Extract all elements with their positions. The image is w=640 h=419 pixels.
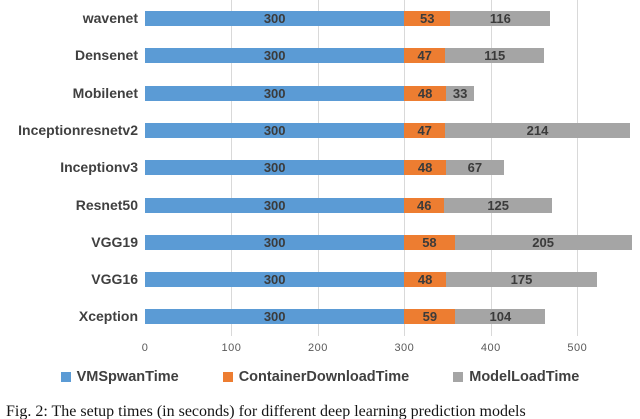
legend-swatch-icon <box>60 372 71 382</box>
category-label: Mobilenet <box>72 84 138 101</box>
figure-caption: Fig. 2: The setup times (in seconds) for… <box>6 403 526 419</box>
legend-item: VMSpwanTime <box>60 369 179 385</box>
category-label: Inceptionv3 <box>60 159 138 176</box>
x-axis-tick-label: 400 <box>480 342 501 354</box>
bar-segment-VMSpwanTime: 300 <box>145 85 405 101</box>
legend-label: ModelLoadTime <box>469 369 580 385</box>
bar-segment-ContainerDownloadTime: 47 <box>404 122 445 138</box>
category-label: Densenet <box>74 47 138 64</box>
bar-segment-VMSpwanTime: 300 <box>145 309 405 325</box>
bar-segment-VMSpwanTime: 300 <box>145 11 405 26</box>
bar-segment-ModelLoadTime: 67 <box>445 160 504 176</box>
bar-segment-VMSpwanTime: 300 <box>145 197 405 213</box>
bar-segment-ContainerDownloadTime: 48 <box>404 272 446 288</box>
category-label: VGG19 <box>91 233 138 250</box>
bar-segment-ModelLoadTime: 205 <box>454 234 632 250</box>
bar-segment-ModelLoadTime: 33 <box>445 85 475 101</box>
bar-segment-ModelLoadTime: 214 <box>445 122 631 138</box>
category-label: Resnet50 <box>75 196 138 213</box>
bar-segment-VMSpwanTime: 300 <box>145 160 405 176</box>
x-axis-tick-label: 500 <box>567 342 588 354</box>
legend-label: ContainerDownloadTime <box>238 369 410 385</box>
legend-item: ContainerDownloadTime <box>222 369 410 385</box>
bar-segment-ModelLoadTime: 104 <box>455 309 546 325</box>
bar-segment-VMSpwanTime: 300 <box>145 234 405 250</box>
category-label: Inceptionresnetv2 <box>18 121 138 138</box>
x-axis-tick-label: 200 <box>307 342 328 354</box>
legend-swatch-icon <box>222 372 233 382</box>
legend: VMSpwanTime ContainerDownloadTime ModelLoa… <box>0 369 640 385</box>
category-label: Xception <box>78 308 138 325</box>
stacked-bar-chart: wavenet 300 53 116 Densenet 300 47 115 Mobilenet… <box>18 0 632 385</box>
x-axis-tick-label: 100 <box>221 342 242 354</box>
bar-segment-ContainerDownloadTime: 46 <box>404 197 445 213</box>
legend-swatch-icon <box>453 372 464 382</box>
bar-segment-ContainerDownloadTime: 53 <box>404 11 451 26</box>
bar-segment-ContainerDownloadTime: 48 <box>404 85 446 101</box>
category-label: VGG16 <box>91 271 138 288</box>
bar-segment-ContainerDownloadTime: 47 <box>404 48 445 64</box>
bar-segment-VMSpwanTime: 300 <box>145 272 405 288</box>
x-axis-tick-label: 300 <box>394 342 415 354</box>
bar-segment-ContainerDownloadTime: 59 <box>404 309 456 325</box>
bar-segment-ContainerDownloadTime: 58 <box>404 234 455 250</box>
bar-segment-ModelLoadTime: 175 <box>445 272 598 288</box>
gridline <box>577 0 579 336</box>
bar-segment-ModelLoadTime: 125 <box>444 197 553 213</box>
x-axis-tick-label: 0 <box>141 342 149 354</box>
legend-item: ModelLoadTime <box>453 369 579 385</box>
bar-segment-VMSpwanTime: 300 <box>145 48 405 64</box>
category-label: wavenet <box>82 10 138 26</box>
legend-label: VMSpwanTime <box>76 369 179 385</box>
bar-segment-ModelLoadTime: 116 <box>450 11 551 26</box>
bar-segment-VMSpwanTime: 300 <box>145 122 405 138</box>
bar-segment-ContainerDownloadTime: 48 <box>404 160 446 176</box>
bar-segment-ModelLoadTime: 115 <box>445 48 545 64</box>
